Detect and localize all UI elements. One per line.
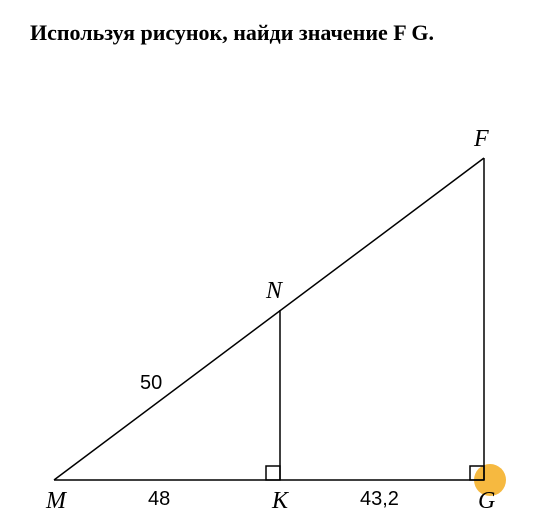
label-M: M [46, 488, 66, 515]
label-N: N [266, 278, 282, 305]
geometry-diagram [0, 0, 536, 531]
label-G: G [478, 488, 495, 515]
right-angle-mark [266, 466, 280, 480]
segments [54, 158, 484, 480]
label-F: F [474, 126, 489, 153]
num-KG: 43,2 [360, 488, 399, 511]
num-MK: 48 [148, 488, 170, 511]
right-angle-marks [266, 466, 484, 480]
label-K: K [272, 488, 288, 515]
num-MN: 50 [140, 372, 162, 395]
segment-MF [54, 158, 484, 480]
